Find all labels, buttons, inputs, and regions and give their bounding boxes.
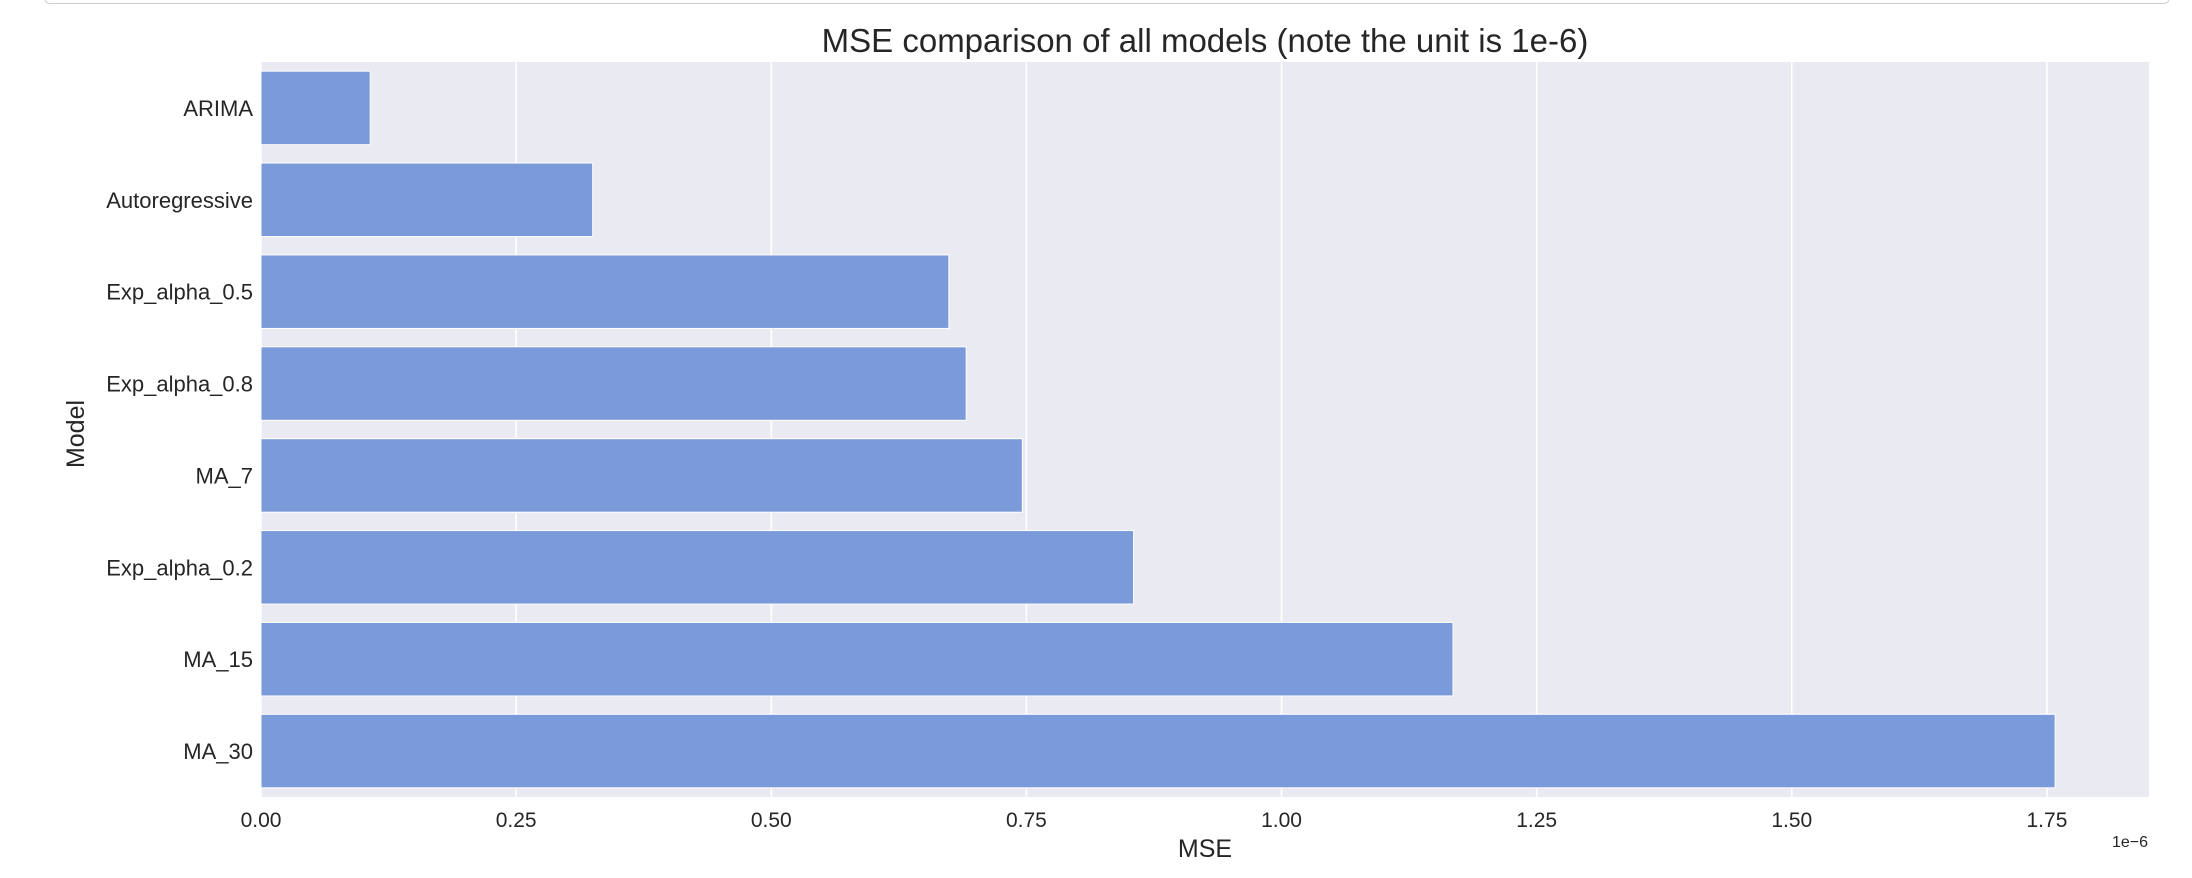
bar-ma-30 bbox=[260, 713, 2056, 789]
y-tick-label: Exp_alpha_0.8 bbox=[106, 372, 253, 397]
x-tick-label: 0.25 bbox=[496, 809, 537, 832]
x-axis-label: MSE bbox=[1178, 835, 1232, 863]
x-tick-label: 0.00 bbox=[241, 809, 282, 832]
x-tick-label: 0.50 bbox=[751, 809, 792, 832]
bar-exp-alpha-0-8 bbox=[260, 346, 967, 421]
y-tick-label: MA_15 bbox=[183, 647, 253, 672]
y-tick-label: MA_30 bbox=[183, 739, 253, 764]
y-tick-label: ARIMA bbox=[183, 96, 253, 121]
bar-ma-7 bbox=[260, 438, 1023, 513]
bar-exp-alpha-0-2 bbox=[260, 530, 1135, 605]
x-tick-label: 0.75 bbox=[1006, 809, 1047, 832]
y-axis-label: Model bbox=[62, 400, 90, 468]
bars bbox=[260, 70, 2056, 789]
y-tick-labels: ARIMA Autoregressive Exp_alpha_0.5 Exp_alph… bbox=[106, 96, 253, 764]
bar-arima bbox=[260, 70, 371, 146]
x-tick-labels: 0.00 0.25 0.50 0.75 1.00 1.25 1.50 1.75 bbox=[241, 809, 2068, 832]
chart-title: MSE comparison of all models (note the u… bbox=[822, 22, 1589, 59]
y-tick-label: Autoregressive bbox=[106, 188, 253, 213]
y-tick-label: Exp_alpha_0.2 bbox=[106, 555, 253, 580]
axis-offset-label: 1e−6 bbox=[2112, 834, 2148, 851]
bar-exp-alpha-0-5 bbox=[260, 254, 950, 329]
y-tick-label: MA_7 bbox=[196, 463, 253, 488]
x-tick-label: 1.75 bbox=[2027, 809, 2068, 832]
y-tick-label: Exp_alpha_0.5 bbox=[106, 280, 253, 305]
bar-autoregressive bbox=[260, 162, 594, 238]
bar-ma-15 bbox=[260, 621, 1454, 697]
x-tick-label: 1.00 bbox=[1261, 809, 1302, 832]
x-tick-label: 1.50 bbox=[1771, 809, 1812, 832]
x-tick-label: 1.25 bbox=[1516, 809, 1557, 832]
